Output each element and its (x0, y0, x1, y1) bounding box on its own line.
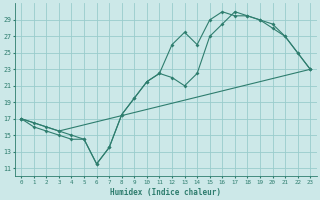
X-axis label: Humidex (Indice chaleur): Humidex (Indice chaleur) (110, 188, 221, 197)
